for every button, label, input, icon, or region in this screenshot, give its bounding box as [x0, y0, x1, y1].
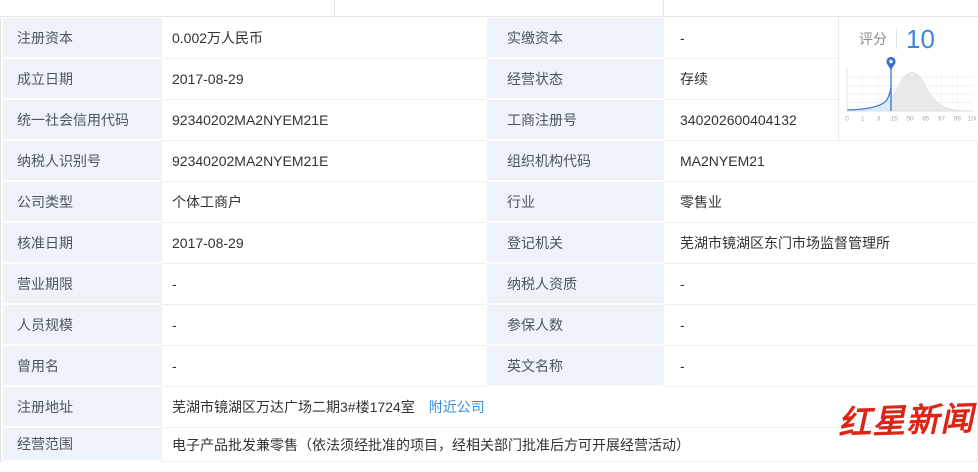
top-strip-divider — [334, 0, 335, 17]
table-row: 纳税人识别号 92340202MA2NYEM21E 组织机构代码 MA2NYEM… — [1, 141, 977, 182]
table-row: 公司类型 个体工商户 行业 零售业 — [1, 182, 977, 223]
score-divider — [896, 29, 897, 49]
field-label: 经营状态 — [487, 59, 663, 100]
tick-label: 15 — [891, 116, 899, 123]
field-value: - — [161, 305, 487, 346]
field-value: 0.002万人民币 — [161, 18, 487, 59]
field-label: 人员规模 — [1, 305, 161, 346]
tick-label: 100 — [968, 116, 976, 123]
field-value: 2017-08-29 — [161, 223, 487, 264]
nearby-companies-link[interactable]: 附近公司 — [428, 399, 485, 415]
table-row: 成立日期 2017-08-29 经营状态 存续 — [1, 59, 977, 100]
company-info-table: 注册资本 0.002万人民币 实缴资本 - 成立日期 2017-08-29 经营… — [0, 18, 978, 462]
field-value: 个体工商户 — [161, 182, 487, 223]
field-label: 公司类型 — [1, 182, 161, 223]
table-row: 曾用名 - 英文名称 - — [1, 346, 977, 387]
score-panel: 评分 10 — [838, 17, 978, 141]
registered-address: 芜湖市镜湖区万达广场二期3#楼1724室 — [172, 399, 415, 415]
field-label: 纳税人资质 — [487, 264, 663, 305]
field-label: 登记机关 — [487, 223, 663, 264]
table-row: 核准日期 2017-08-29 登记机关 芜湖市镜湖区东门市场监督管理所 — [1, 223, 977, 264]
field-value: 芜湖市镜湖区东门市场监督管理所 — [663, 223, 977, 264]
score-label: 评分 — [859, 31, 887, 47]
score-distribution-chart: 0 1 3 15 50 85 97 99 100 — [845, 56, 976, 123]
field-label: 成立日期 — [1, 59, 161, 100]
score-header: 评分 10 — [839, 17, 978, 54]
score-curve — [846, 87, 892, 111]
table-row-scope: 经营范围 电子产品批发兼零售（依法须经批准的项目，经相关部门批准后方可开展经营活… — [1, 428, 977, 462]
tick-label: 1 — [861, 116, 865, 123]
field-value: - — [161, 346, 487, 387]
field-label: 行业 — [487, 182, 663, 223]
field-value: 芜湖市镜湖区万达广场二期3#楼1724室 附近公司 — [161, 387, 977, 428]
top-strip-divider — [663, 0, 664, 17]
field-label: 注册资本 — [1, 18, 161, 59]
field-label: 核准日期 — [1, 223, 161, 264]
field-value: - — [663, 346, 977, 387]
score-pin-icon — [886, 56, 896, 70]
field-label: 英文名称 — [487, 346, 663, 387]
table-row: 营业期限 - 纳税人资质 - — [1, 264, 977, 305]
tick-label: 97 — [938, 116, 946, 123]
tick-label: 99 — [954, 116, 962, 123]
field-label: 实缴资本 — [487, 18, 663, 59]
field-label: 营业期限 — [1, 264, 161, 305]
red-star-news-watermark: 红星新闻 — [837, 398, 975, 443]
field-value: 零售业 — [663, 182, 977, 223]
tick-label: 0 — [845, 116, 849, 123]
tick-label: 50 — [906, 116, 914, 123]
field-value: 电子产品批发兼零售（依法须经批准的项目，经相关部门批准后方可开展经营活动） — [161, 428, 977, 462]
top-strip — [0, 0, 978, 17]
field-label: 统一社会信用代码 — [1, 100, 161, 141]
field-value: - — [663, 264, 977, 305]
field-value: - — [663, 305, 977, 346]
field-label: 经营范围 — [1, 428, 161, 462]
tick-label: 85 — [922, 116, 930, 123]
field-label: 注册地址 — [1, 387, 161, 428]
table-row: 人员规模 - 参保人数 - — [1, 305, 977, 346]
table-row-address: 注册地址 芜湖市镜湖区万达广场二期3#楼1724室 附近公司 — [1, 387, 977, 428]
field-label: 纳税人识别号 — [1, 141, 161, 182]
field-label: 工商注册号 — [487, 100, 663, 141]
score-value: 10 — [906, 24, 935, 54]
field-label: 曾用名 — [1, 346, 161, 387]
field-value: - — [161, 264, 487, 305]
field-label: 组织机构代码 — [487, 141, 663, 182]
field-label: 参保人数 — [487, 305, 663, 346]
table-row: 注册资本 0.002万人民币 实缴资本 - — [1, 18, 977, 59]
field-value: 92340202MA2NYEM21E — [161, 100, 487, 141]
table-row: 统一社会信用代码 92340202MA2NYEM21E 工商注册号 340202… — [1, 100, 977, 141]
field-value: 2017-08-29 — [161, 59, 487, 100]
field-value: 92340202MA2NYEM21E — [161, 141, 487, 182]
field-value: MA2NYEM21 — [663, 141, 977, 182]
tick-label: 3 — [877, 116, 881, 123]
